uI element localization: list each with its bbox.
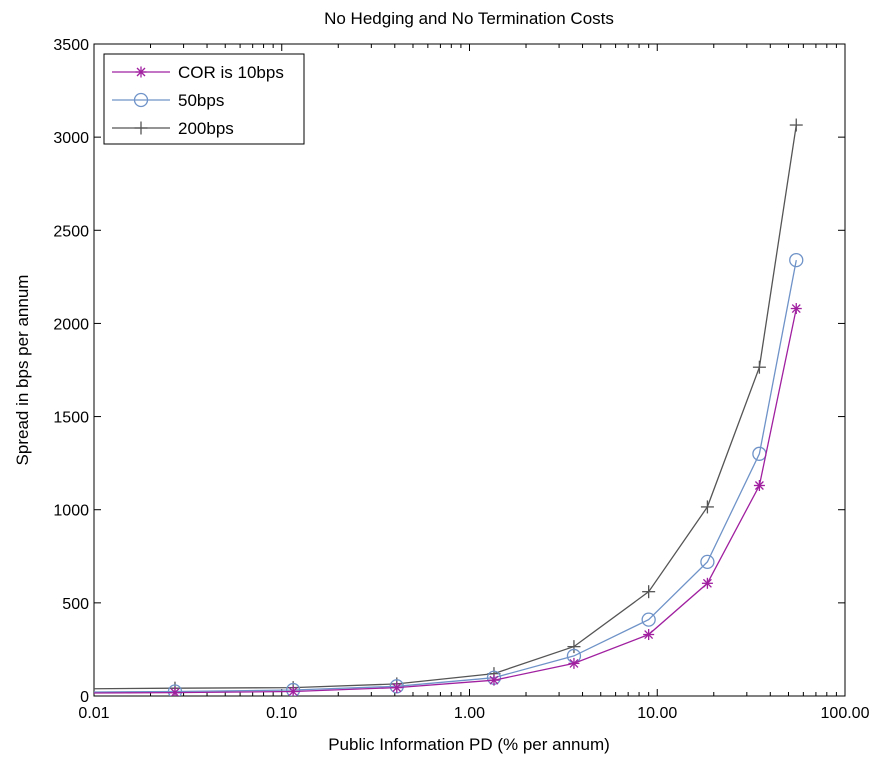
data-point <box>753 479 765 491</box>
data-point <box>700 500 714 514</box>
data-point <box>169 687 181 696</box>
y-tick-label: 0 <box>80 689 89 706</box>
data-point <box>488 674 500 686</box>
data-point <box>752 360 766 374</box>
y-tick-label: 2500 <box>53 223 89 240</box>
y-tick-label: 3000 <box>53 130 89 147</box>
y-axis-label: Spread in bps per annum <box>13 275 32 466</box>
data-point <box>287 686 299 696</box>
data-point <box>700 554 715 570</box>
x-tick-label: 10.00 <box>637 705 677 722</box>
series-group <box>94 118 804 696</box>
x-axis-label: Public Information PD (% per annum) <box>328 735 610 754</box>
data-point <box>641 612 656 627</box>
series-line <box>94 124 797 690</box>
series-line <box>94 308 797 694</box>
legend-marker <box>134 121 148 135</box>
legend: COR is 10bps 50bps 200bps <box>103 53 305 145</box>
data-point <box>285 682 301 696</box>
data-point <box>567 640 581 654</box>
plot-area: 0.01 0.10 1.00 10.00 100.00 0 500 1000 1500 2000 2… <box>53 37 870 722</box>
y-tick-label: 2000 <box>53 316 89 333</box>
y-tick-label: 1500 <box>53 410 89 427</box>
data-point <box>568 657 580 669</box>
data-point <box>790 303 802 315</box>
x-tick-label: 100.00 <box>821 705 870 722</box>
x-tick-label: 0.01 <box>78 705 109 722</box>
legend-label: COR is 10bps <box>178 63 284 82</box>
chart-title: No Hedging and No Termination Costs <box>324 9 614 28</box>
legend-label: 200bps <box>178 119 234 138</box>
data-point <box>789 252 804 268</box>
series-line <box>94 259 797 693</box>
data-point <box>643 629 655 641</box>
x-tick-label: 0.10 <box>266 705 297 722</box>
x-tick-label: 1.00 <box>454 705 485 722</box>
data-point <box>391 682 403 694</box>
data-point <box>701 577 713 589</box>
data-point <box>789 118 803 132</box>
legend-marker <box>133 92 149 108</box>
y-tick-label: 3500 <box>53 37 89 54</box>
legend-marker <box>135 66 147 78</box>
y-tick-label: 1000 <box>53 503 89 520</box>
legend-label: 50bps <box>178 91 224 110</box>
data-point <box>167 684 183 696</box>
y-tick-label: 500 <box>62 596 89 613</box>
data-point <box>642 585 656 599</box>
